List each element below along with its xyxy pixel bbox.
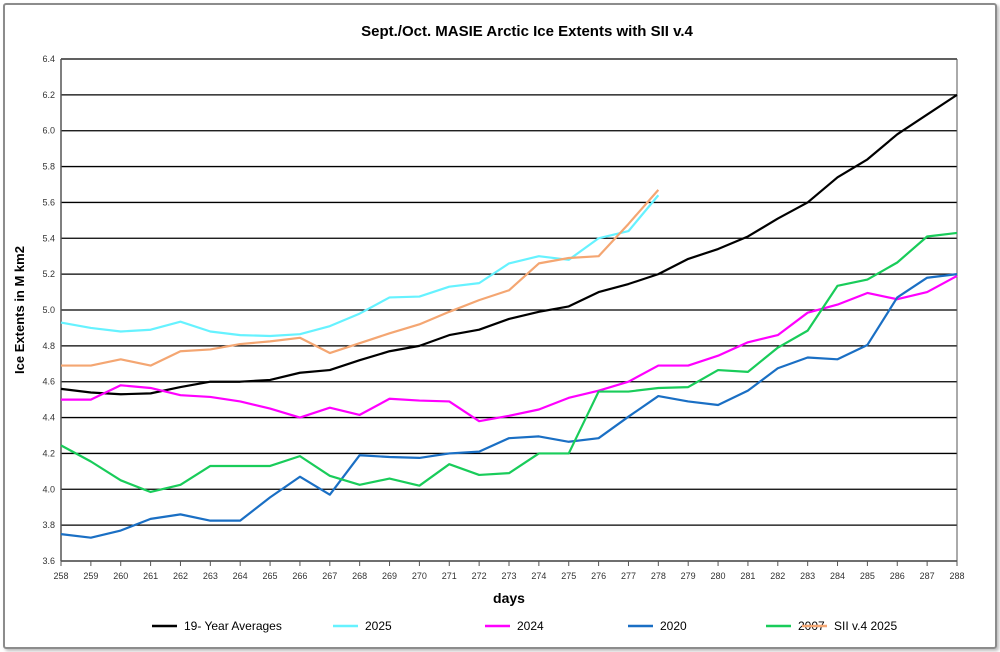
y-tick-label: 5.6 bbox=[42, 197, 55, 207]
legend-label: SII v.4 2025 bbox=[834, 619, 897, 633]
x-tick-label: 273 bbox=[501, 571, 516, 581]
x-tick-label: 286 bbox=[890, 571, 905, 581]
y-tick-label: 4.6 bbox=[42, 377, 55, 387]
x-tick-label: 279 bbox=[681, 571, 696, 581]
x-tick-label: 262 bbox=[173, 571, 188, 581]
x-tick-label: 284 bbox=[830, 571, 845, 581]
y-tick-label: 4.8 bbox=[42, 341, 55, 351]
x-tick-label: 283 bbox=[800, 571, 815, 581]
x-tick-label: 272 bbox=[472, 571, 487, 581]
x-tick-label: 281 bbox=[740, 571, 755, 581]
chart-frame bbox=[3, 3, 997, 649]
x-axis-label: days bbox=[493, 590, 525, 606]
y-tick-label: 4.0 bbox=[42, 484, 55, 494]
x-tick-label: 287 bbox=[920, 571, 935, 581]
y-tick-label: 3.8 bbox=[42, 520, 55, 530]
x-tick-label: 274 bbox=[531, 571, 546, 581]
legend-label: 2025 bbox=[365, 619, 392, 633]
x-tick-label: 269 bbox=[382, 571, 397, 581]
x-tick-label: 270 bbox=[412, 571, 427, 581]
x-tick-label: 258 bbox=[53, 571, 68, 581]
x-tick-label: 276 bbox=[591, 571, 606, 581]
legend-label: 19- Year Averages bbox=[184, 619, 282, 633]
x-tick-label: 282 bbox=[770, 571, 785, 581]
x-tick-label: 264 bbox=[233, 571, 248, 581]
x-tick-label: 268 bbox=[352, 571, 367, 581]
x-tick-label: 263 bbox=[203, 571, 218, 581]
y-axis-label: Ice Extents in M km2 bbox=[12, 246, 27, 374]
legend-label: 2024 bbox=[517, 619, 544, 633]
y-tick-label: 5.0 bbox=[42, 305, 55, 315]
y-tick-label: 5.2 bbox=[42, 269, 55, 279]
series-line-2020 bbox=[60, 273, 958, 539]
series-line-2024 bbox=[61, 274, 958, 423]
x-tick-label: 260 bbox=[113, 571, 128, 581]
series-line-sii-v-4-2025 bbox=[61, 189, 660, 367]
x-tick-label: 266 bbox=[292, 571, 307, 581]
y-tick-label: 5.8 bbox=[42, 162, 55, 172]
y-tick-label: 3.6 bbox=[42, 556, 55, 566]
x-tick-label: 278 bbox=[651, 571, 666, 581]
chart-title: Sept./Oct. MASIE Arctic Ice Extents with… bbox=[361, 23, 693, 40]
y-tick-label: 5.4 bbox=[42, 233, 55, 243]
y-tick-label: 4.4 bbox=[42, 413, 55, 423]
series-line-19-year-averages bbox=[60, 93, 958, 396]
x-tick-label: 259 bbox=[83, 571, 98, 581]
x-tick-label: 277 bbox=[621, 571, 636, 581]
x-tick-label: 261 bbox=[143, 571, 158, 581]
x-tick-label: 280 bbox=[711, 571, 726, 581]
series-line-2007 bbox=[60, 231, 958, 494]
x-tick-label: 265 bbox=[263, 571, 278, 581]
y-tick-label: 6.0 bbox=[42, 126, 55, 136]
y-tick-label: 6.4 bbox=[42, 54, 55, 64]
x-tick-label: 275 bbox=[561, 571, 576, 581]
x-tick-label: 285 bbox=[860, 571, 875, 581]
series-line-2025 bbox=[60, 194, 660, 338]
y-tick-label: 4.2 bbox=[42, 448, 55, 458]
x-tick-label: 271 bbox=[442, 571, 457, 581]
y-tick-label: 6.2 bbox=[42, 90, 55, 100]
x-tick-label: 267 bbox=[322, 571, 337, 581]
x-tick-label: 288 bbox=[949, 571, 964, 581]
legend-label: 2020 bbox=[660, 619, 687, 633]
